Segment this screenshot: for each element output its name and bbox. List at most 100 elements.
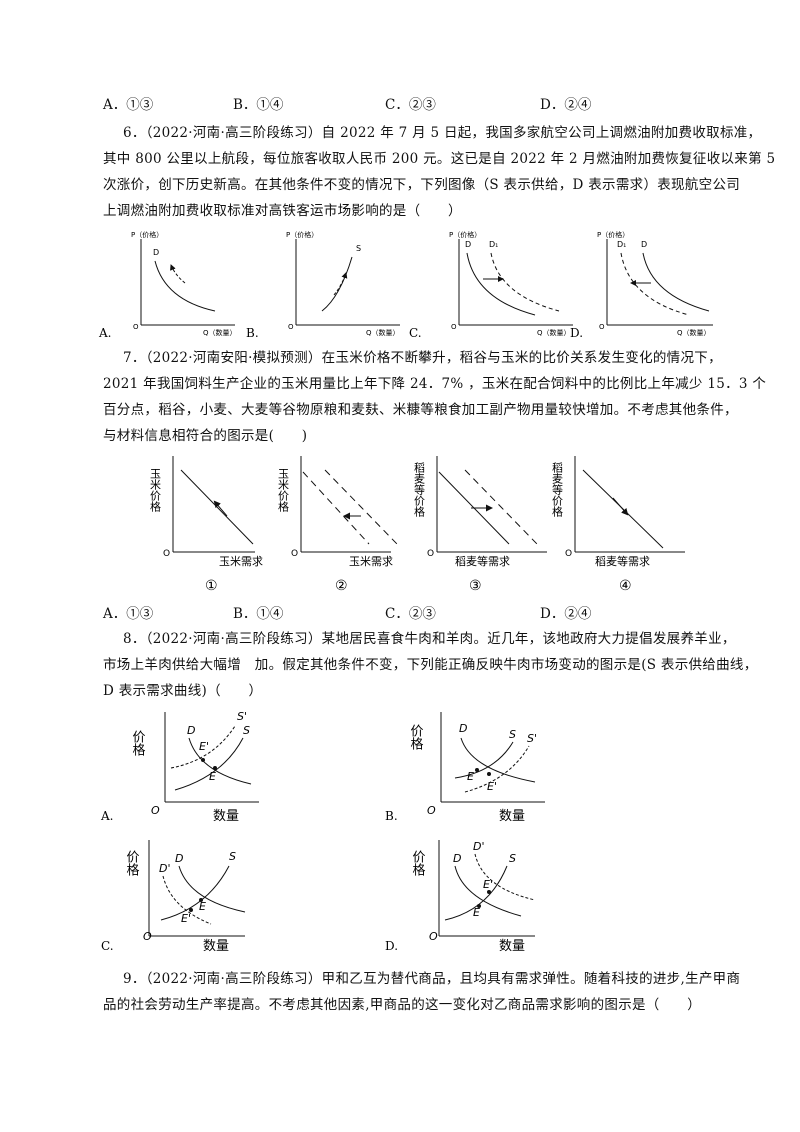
q9-stem: 9．（2022·河南·高三阶段练习）甲和乙互为替代商品，且均具有需求弹性。随着科…	[103, 966, 741, 1018]
q6d-curve-d1: D₁	[617, 240, 626, 249]
q7g4-number: ④	[619, 578, 632, 592]
q8b-label-s: S	[509, 728, 516, 741]
q7g4-origin: O	[565, 549, 572, 559]
q7g2-ylabel: 玉米价格	[277, 468, 290, 513]
q7g1-origin: O	[163, 549, 170, 559]
q7-line-2: 2021 年我国饲料生产企业的玉米用量比上年下降 24．7% ，玉米在配合饲料中…	[103, 376, 767, 392]
q7-option-a[interactable]: A．①③	[103, 606, 154, 622]
q6-graph-c[interactable]: P（价格） Q（数量） O D D₁ C.	[409, 230, 573, 340]
q7-line-1: 7．（2022·河南安阳·模拟预测）在玉米价格不断攀升，稻谷与玉米的比价关系发生…	[123, 350, 722, 366]
q8-line-1: 8．（2022·河南·高三阶段练习）某地居民喜食牛肉和羊肉。近几年，该地政府大力…	[123, 631, 736, 647]
q6a-curve-d: D	[153, 248, 159, 257]
q8b-label-d: D	[459, 722, 467, 735]
q8d-option[interactable]: D.	[385, 939, 398, 953]
q6d-option[interactable]: D.	[570, 326, 583, 340]
q8a-origin: O	[151, 804, 160, 817]
q5-option-a[interactable]: A．①③	[103, 97, 154, 113]
q6-line-4: 上调燃油附加费收取标准对高铁客运市场影响的是（ ）	[103, 203, 462, 219]
q8-graph-b[interactable]: 价格 数量 O D S S' E E' B.	[385, 712, 545, 824]
q6d-ylabel: P（价格）	[597, 230, 629, 239]
q7-graph-1[interactable]: 玉米价格 玉米需求 O ①	[149, 456, 264, 592]
q7-option-d[interactable]: D．②④	[540, 606, 592, 622]
q8c-ylabel: 价格	[124, 850, 140, 876]
q8c-label-e-prime: E'	[181, 912, 191, 925]
q8a-label-d: D	[187, 724, 195, 737]
q6a-origin: O	[133, 323, 139, 331]
q6b-xlabel: Q（数量）	[366, 328, 400, 337]
q8-stem: 8．（2022·河南·高三阶段练习）某地居民喜食牛肉和羊肉。近几年，该地政府大力…	[103, 626, 758, 704]
q6c-curve-d: D	[465, 240, 471, 249]
q8b-ylabel: 价格	[408, 724, 424, 750]
q8a-xlabel: 数量	[213, 809, 239, 824]
q8-graphs: 价格 数量 O D S' S E' E A. 价格 数量 O D S S' E …	[100, 710, 545, 954]
q6a-option[interactable]: A.	[98, 326, 111, 340]
q8b-label-e-prime: E'	[487, 780, 497, 793]
q7-line-3: 百分点，稻谷，小麦、大麦等谷物原粮和麦麸、米糠等粮食加工副产物用量较快增加。不考…	[103, 402, 738, 418]
q8a-label-s-prime: S'	[237, 710, 247, 723]
q5-option-b[interactable]: B．①④	[233, 97, 284, 113]
q8b-origin: O	[427, 804, 436, 817]
q8d-label-d: D	[453, 852, 461, 865]
q6-line-3: 次涨价，创下历史新高。在其他条件不变的情况下，下列图像（S 表示供给，D 表示需…	[103, 177, 741, 193]
q7g1-number: ①	[205, 578, 218, 592]
q8b-option[interactable]: B.	[385, 809, 398, 823]
q7-option-b[interactable]: B．①④	[233, 606, 284, 622]
q8-graph-a[interactable]: 价格 数量 O D S' S E' E A.	[100, 710, 259, 824]
q6d-curve-d: D	[641, 240, 647, 249]
q6a-ylabel: P（价格）	[131, 230, 163, 239]
q8d-label-s: S	[509, 852, 516, 865]
q5-option-d[interactable]: D．②④	[540, 97, 592, 113]
q7g2-xlabel: 玉米需求	[349, 555, 393, 568]
q8a-label-e-prime: E'	[199, 740, 209, 753]
q7-graph-2[interactable]: 玉米价格 玉米需求 O ②	[277, 456, 398, 592]
q8c-label-s: S	[229, 850, 236, 863]
q6c-curve-d1: D₁	[489, 240, 498, 249]
q8-graph-c[interactable]: 价格 数量 O D' D S E E' C.	[101, 840, 246, 954]
q7-line-4: 与材料信息相符合的图示是( )	[103, 428, 308, 444]
q7g3-number: ③	[469, 578, 482, 592]
q6d-xlabel: Q（数量）	[677, 328, 711, 337]
q6c-option[interactable]: C.	[409, 326, 422, 340]
q9-line-1: 9．（2022·河南·高三阶段练习）甲和乙互为替代商品，且均具有需求弹性。随着科…	[123, 971, 741, 987]
q8c-label-d: D	[175, 852, 183, 865]
q7g3-ylabel: 稻麦等价格	[413, 462, 426, 518]
q6-stem: 6．（2022·河南·高三阶段练习）自 2022 年 7 月 5 日起，我国多家…	[103, 120, 775, 224]
q8d-ylabel: 价格	[410, 850, 426, 876]
q9-line-2: 品的社会劳动生产率提高。不考虑其他因素,甲商品的这一变化对乙商品需求影响的图示是…	[103, 997, 701, 1013]
q8b-xlabel: 数量	[499, 809, 525, 824]
q8a-option[interactable]: A.	[100, 809, 113, 823]
q6-graph-d[interactable]: P（价格） Q（数量） O D₁ D D.	[570, 230, 713, 340]
q6b-origin: O	[288, 323, 294, 331]
q6a-xlabel: Q（数量）	[203, 328, 237, 337]
q7-graphs: 玉米价格 玉米需求 O ① 玉米价格 玉米需求 O ② 稻麦等价格 稻麦等需求 …	[149, 456, 686, 592]
q6b-option[interactable]: B.	[246, 326, 259, 340]
q8a-ylabel: 价格	[130, 730, 146, 756]
q8d-origin: O	[429, 930, 438, 943]
q6c-ylabel: P（价格）	[449, 230, 481, 239]
q6-graph-a[interactable]: P（价格） Q（数量） O D A.	[98, 230, 237, 340]
q8d-label-e: E	[473, 906, 480, 919]
q7g2-origin: O	[291, 549, 298, 559]
q6b-curve-s: S	[356, 244, 361, 253]
q8-line-3: D 表示需求曲线)（ ）	[103, 683, 263, 699]
q7-graph-3[interactable]: 稻麦等价格 稻麦等需求 O ③	[413, 456, 548, 592]
q8c-option[interactable]: C.	[101, 939, 114, 953]
q7g4-xlabel: 稻麦等需求	[595, 554, 650, 568]
q8d-label-e-prime: E'	[483, 878, 493, 891]
q8a-label-e: E	[209, 770, 216, 783]
q8c-label-e: E	[199, 900, 206, 913]
q6-graphs: P（价格） Q（数量） O D A. P（价格） Q（数量） O S B. P（…	[98, 230, 713, 340]
q7-stem: 7．（2022·河南安阳·模拟预测）在玉米价格不断攀升，稻谷与玉米的比价关系发生…	[103, 345, 767, 449]
q8-graph-d[interactable]: 价格 数量 O D D' S E' E D.	[385, 840, 536, 954]
q8b-label-e: E	[467, 770, 474, 783]
q5-option-c[interactable]: C．②③	[385, 97, 436, 113]
q6-graph-b[interactable]: P（价格） Q（数量） O S B.	[246, 230, 400, 340]
q6c-xlabel: Q（数量）	[537, 328, 571, 337]
q7-option-c[interactable]: C．②③	[385, 606, 436, 622]
q7g1-ylabel: 玉米价格	[149, 468, 162, 513]
q6c-origin: O	[451, 323, 457, 331]
q8-line-2: 市场上羊肉供给大幅增 加。假定其他条件不变，下列能正确反映牛肉市场变动的图示是(…	[103, 657, 758, 673]
q8a-label-s: S	[243, 724, 250, 737]
q7-graph-4[interactable]: 稻麦等价格 稻麦等需求 O ④	[551, 456, 686, 592]
q7g1-xlabel: 玉米需求	[219, 555, 263, 568]
